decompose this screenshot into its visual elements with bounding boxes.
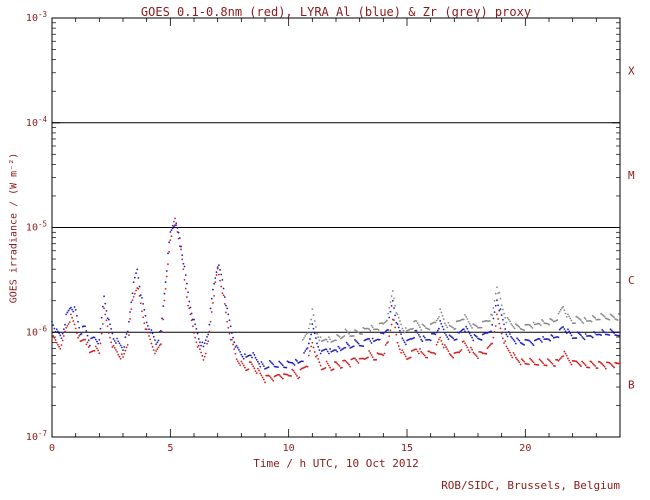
svg-text:0: 0 [49, 443, 55, 454]
svg-text:10-4: 10-4 [26, 115, 48, 129]
svg-text:10: 10 [283, 443, 295, 454]
svg-text:10-5: 10-5 [26, 220, 47, 234]
chart-title: GOES 0.1-0.8nm (red), LYRA Al (blue) & Z… [140, 5, 532, 19]
svg-text:B: B [628, 379, 635, 392]
svg-text:10-6: 10-6 [26, 324, 48, 338]
svg-text:20: 20 [519, 443, 531, 454]
svg-text:X: X [628, 64, 635, 77]
svg-text:M: M [628, 169, 635, 182]
x-axis-label: Time / h UTC, 10 Oct 2012 [253, 457, 419, 470]
credit-footer: ROB/SIDC, Brussels, Belgium [441, 479, 620, 492]
svg-text:C: C [628, 274, 635, 287]
svg-text:15: 15 [401, 443, 413, 454]
svg-text:5: 5 [167, 443, 173, 454]
svg-text:10-3: 10-3 [26, 10, 47, 24]
svg-text:10-7: 10-7 [26, 429, 47, 443]
